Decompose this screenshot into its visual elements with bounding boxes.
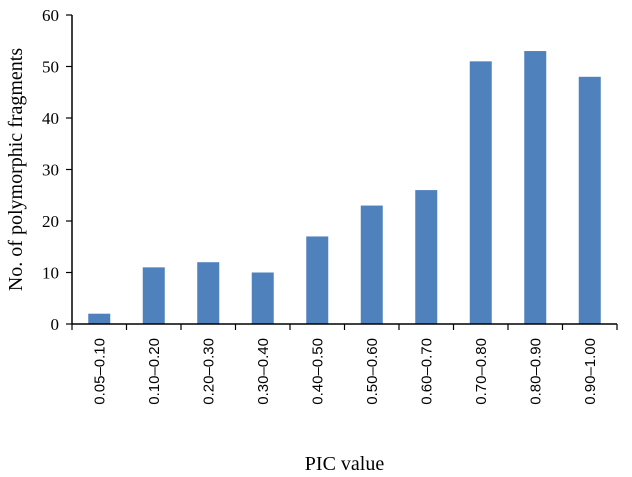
bar-0.80–0.90 — [524, 51, 547, 325]
x-axis-title: PIC value — [305, 453, 385, 475]
bar-0.10–0.20 — [142, 267, 165, 324]
x-tick-label: 0.40–0.50 — [309, 338, 326, 405]
y-tick-label: 50 — [42, 58, 59, 77]
y-tick-label: 20 — [42, 212, 59, 231]
bar-0.05–0.10 — [88, 313, 111, 324]
x-tick-label: 0.80–0.90 — [527, 338, 544, 405]
x-tick-label: 0.50–0.60 — [364, 338, 381, 405]
bar-0.50–0.60 — [360, 205, 383, 324]
bar-0.90–1.00 — [578, 76, 601, 324]
y-axis-ticks: 0 10 20 30 40 50 60 — [42, 6, 72, 334]
x-tick-label: 0.20–0.30 — [200, 338, 217, 405]
y-axis-title: No. of polymorphic fragments — [5, 48, 27, 291]
bar-0.60–0.70 — [415, 190, 438, 324]
bar-0.20–0.30 — [197, 262, 220, 324]
x-tick-label: 0.70–0.80 — [473, 338, 490, 405]
bar-0.40–0.50 — [306, 236, 329, 324]
y-tick-label: 40 — [42, 109, 59, 128]
x-tick-label: 0.05–0.10 — [91, 338, 108, 405]
x-tick-label: 0.60–0.70 — [418, 338, 435, 405]
x-tick-label: 0.10–0.20 — [146, 338, 163, 405]
y-tick-label: 30 — [42, 161, 59, 180]
x-axis-ticks: 0.05–0.10 0.10–0.20 0.20–0.30 0.30–0.40 0.40… — [71, 324, 618, 405]
y-tick-label: 10 — [42, 264, 59, 283]
bars-group — [88, 51, 601, 325]
bar-0.30–0.40 — [251, 272, 274, 324]
y-tick-label: 0 — [51, 315, 60, 334]
bar-0.70–0.80 — [469, 61, 492, 324]
y-tick-label: 60 — [42, 6, 59, 25]
x-tick-label: 0.30–0.40 — [255, 338, 272, 405]
x-tick-label: 0.90–1.00 — [582, 338, 599, 405]
